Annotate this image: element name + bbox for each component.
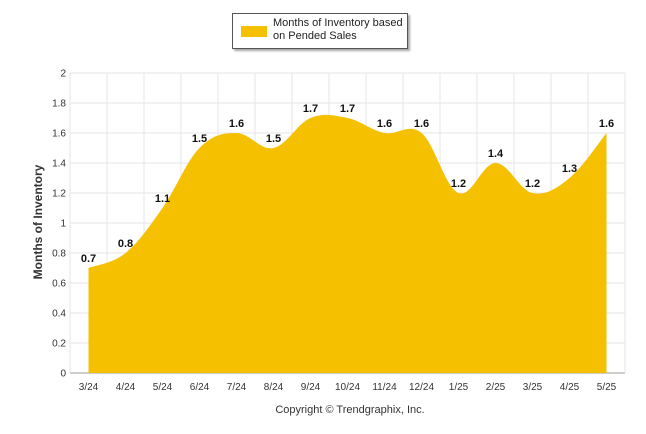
- y-axis-ticks: 0 0.2 0.4 0.6 0.8 1 1.2 1.4 1.6 1.8 2: [52, 69, 66, 380]
- x-tick-label: 5/24: [153, 382, 173, 393]
- data-label: 1.2: [451, 178, 466, 190]
- y-tick-label: 0.2: [52, 339, 66, 350]
- copyright-text: Copyright © Trendgraphix, Inc.: [275, 404, 424, 416]
- y-tick-label: 1.2: [52, 189, 66, 200]
- y-tick-label: 0.8: [52, 249, 66, 260]
- y-tick-label: 0.6: [52, 279, 66, 290]
- y-axis-label: Months of Inventory: [31, 164, 45, 279]
- x-tick-label: 12/24: [409, 382, 434, 393]
- data-label: 1.1: [155, 193, 170, 205]
- x-tick-label: 10/24: [335, 382, 360, 393]
- data-label: 1.3: [562, 163, 577, 175]
- x-tick-label: 3/25: [523, 382, 543, 393]
- data-label: 0.8: [118, 238, 133, 250]
- data-labels: 0.7 0.8 1.1 1.5 1.6 1.5 1.7 1.7 1.6 1.6 1.2 1.4 1.2 1…: [81, 103, 614, 265]
- x-tick-label: 11/24: [372, 382, 397, 393]
- x-tick-label: 9/24: [301, 382, 321, 393]
- data-label: 1.6: [229, 118, 244, 130]
- x-tick-label: 7/24: [227, 382, 247, 393]
- data-label: 0.7: [81, 253, 96, 265]
- x-tick-label: 2/25: [486, 382, 506, 393]
- y-tick-label: 0: [60, 369, 66, 380]
- y-tick-label: 1.6: [52, 129, 66, 140]
- x-tick-label: 8/24: [264, 382, 284, 393]
- y-tick-label: 1.8: [52, 99, 66, 110]
- data-label: 1.6: [377, 118, 392, 130]
- data-label: 1.6: [414, 118, 429, 130]
- x-axis-ticks: 3/24 4/24 5/24 6/24 7/24 8/24 9/24 10/24 11/24 12…: [79, 382, 617, 393]
- legend-label: Months of Inventory based on Pended Sale…: [273, 17, 403, 42]
- x-tick-label: 4/24: [116, 382, 136, 393]
- data-label: 1.2: [525, 178, 540, 190]
- data-label: 1.4: [488, 148, 504, 160]
- data-label: 1.5: [192, 133, 207, 145]
- legend-swatch: [241, 26, 267, 37]
- data-label: 1.5: [266, 133, 281, 145]
- data-label: 1.7: [340, 103, 355, 115]
- x-tick-label: 5/25: [597, 382, 617, 393]
- x-tick-label: 4/25: [560, 382, 580, 393]
- x-tick-label: 6/24: [190, 382, 210, 393]
- data-label: 1.6: [599, 118, 614, 130]
- legend: Months of Inventory based on Pended Sale…: [232, 13, 408, 49]
- y-tick-label: 2: [60, 69, 66, 80]
- y-tick-label: 0.4: [52, 309, 66, 320]
- data-label: 1.7: [303, 103, 318, 115]
- y-tick-label: 1.4: [52, 159, 66, 170]
- x-tick-label: 3/24: [79, 382, 99, 393]
- area-series: [88, 114, 607, 373]
- x-tick-label: 1/25: [449, 382, 469, 393]
- y-tick-label: 1: [60, 219, 66, 230]
